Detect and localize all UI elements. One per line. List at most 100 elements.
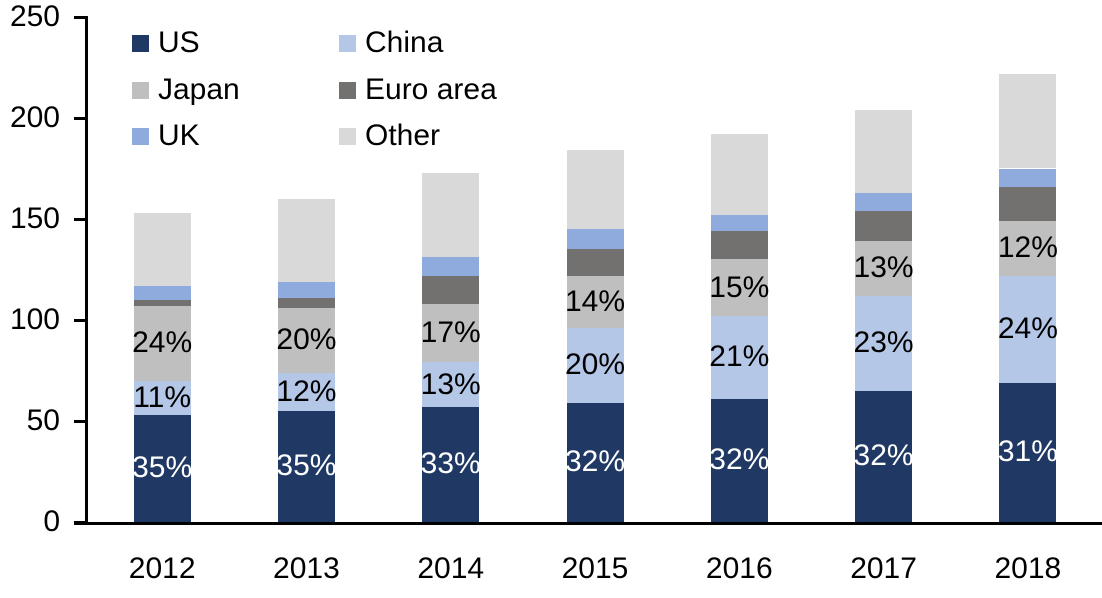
bar-segment-euro-area-2018 — [999, 186, 1057, 221]
bar-segment-china-2018 — [999, 275, 1057, 383]
legend-item-us: US — [132, 23, 200, 63]
legend-swatch-china — [339, 34, 356, 52]
x-axis-label-2017: 2017 — [850, 552, 917, 585]
bar-segment-japan-2016 — [710, 259, 768, 316]
bar-label-japan-2014: 17% — [420, 316, 481, 350]
bar-label-us-2013: 35% — [276, 449, 337, 483]
bar-segment-us-2012 — [133, 414, 191, 522]
x-axis-label-2016: 2016 — [705, 552, 773, 585]
legend-item-other: Other — [339, 116, 440, 156]
y-axis-tick-label-50: 50 — [26, 404, 60, 437]
bar-label-us-2018: 31% — [997, 435, 1058, 469]
bar-label-china-2012: 11% — [133, 380, 192, 414]
bar-segment-us-2013 — [277, 410, 335, 522]
legend-label-us: US — [158, 26, 200, 59]
bar-segment-uk-2016 — [710, 214, 768, 232]
bar-label-us-2017: 32% — [853, 439, 914, 473]
legend-swatch-uk — [132, 127, 149, 145]
bar-segment-uk-2013 — [277, 281, 335, 298]
legend-item-uk: UK — [132, 116, 200, 156]
legend-label-other: Other — [365, 119, 441, 152]
y-axis-tick-200 — [74, 117, 88, 120]
bar-segment-other-2013 — [277, 198, 335, 282]
bar-label-japan-2015: 14% — [564, 284, 626, 318]
bar-segment-euro-area-2017 — [855, 210, 913, 242]
x-axis-label-2014: 2014 — [417, 552, 485, 585]
bar-label-china-2017: 23% — [853, 326, 914, 360]
bar-label-china-2018: 24% — [997, 312, 1058, 346]
y-axis-tick-50 — [74, 420, 88, 423]
legend-label-japan: Japan — [158, 73, 240, 106]
legend-item-euro-area: Euro area — [339, 70, 497, 110]
bar-segment-other-2018 — [999, 73, 1057, 169]
x-axis-label-2015: 2015 — [561, 552, 629, 585]
bar-label-china-2016: 21% — [709, 340, 770, 374]
bar-segment-japan-2013 — [277, 307, 335, 373]
bar-segment-other-2014 — [422, 172, 480, 258]
bar-segment-us-2014 — [422, 406, 480, 522]
bar-segment-euro-area-2013 — [277, 297, 335, 308]
legend-swatch-other — [339, 127, 356, 145]
bar-label-japan-2016: 15% — [709, 270, 770, 304]
bar-segment-us-2017 — [855, 390, 913, 522]
y-axis-tick-label-150: 150 — [9, 202, 60, 235]
bar-segment-japan-2017 — [855, 241, 913, 296]
bar-label-us-2015: 32% — [564, 445, 626, 479]
bar-segment-us-2016 — [710, 398, 768, 522]
legend-item-china: China — [339, 23, 443, 63]
bar-segment-uk-2017 — [855, 192, 913, 211]
bar-label-us-2016: 32% — [709, 443, 770, 477]
x-axis-label-2012: 2012 — [128, 552, 196, 585]
y-axis-tick-label-0: 0 — [43, 505, 60, 538]
bar-segment-japan-2018 — [999, 221, 1057, 276]
bar-segment-china-2016 — [710, 315, 768, 399]
bar-segment-japan-2015 — [566, 275, 624, 329]
x-axis-line — [74, 522, 1102, 525]
y-axis-tick-100 — [74, 319, 88, 322]
legend-item-japan: Japan — [132, 70, 240, 110]
bar-segment-japan-2012 — [133, 305, 191, 381]
bar-segment-us-2018 — [999, 382, 1057, 522]
legend-swatch-euro-area — [339, 81, 356, 99]
bar-label-us-2012: 35% — [132, 451, 193, 485]
bar-segment-uk-2014 — [422, 257, 480, 276]
y-axis-tick-label-250: 250 — [9, 0, 60, 33]
bar-segment-euro-area-2012 — [133, 299, 191, 306]
y-axis-tick-label-100: 100 — [9, 303, 60, 336]
bar-segment-euro-area-2016 — [710, 231, 768, 260]
bar-segment-euro-area-2014 — [422, 275, 480, 304]
bar-segment-uk-2018 — [999, 168, 1057, 187]
bar-label-japan-2013: 20% — [276, 323, 337, 357]
bar-segment-uk-2015 — [566, 229, 624, 250]
bar-label-china-2013: 12% — [276, 374, 337, 408]
bar-segment-other-2016 — [710, 134, 768, 215]
y-axis-tick-0 — [74, 521, 88, 524]
legend-swatch-japan — [132, 81, 149, 99]
legend-label-euro-area: Euro area — [365, 73, 497, 106]
bar-segment-other-2012 — [133, 212, 191, 286]
x-axis-label-2018: 2018 — [994, 552, 1062, 585]
y-axis-tick-250 — [74, 16, 88, 19]
bar-label-china-2015: 20% — [564, 348, 626, 382]
bar-label-japan-2012: 24% — [132, 326, 193, 360]
bar-segment-china-2017 — [855, 295, 913, 391]
legend-label-china: China — [365, 26, 444, 59]
bar-label-japan-2018: 12% — [997, 231, 1058, 265]
bar-label-japan-2017: 13% — [853, 251, 914, 285]
y-axis-tick-150 — [74, 218, 88, 221]
bar-segment-us-2015 — [566, 402, 624, 522]
bar-segment-china-2012 — [133, 380, 191, 415]
bar-label-us-2014: 33% — [420, 447, 481, 481]
y-axis-line — [85, 17, 88, 525]
bar-segment-china-2015 — [566, 328, 624, 403]
y-axis-tick-label-200: 200 — [9, 101, 60, 134]
legend-label-uk: UK — [158, 119, 200, 152]
bar-segment-china-2014 — [422, 362, 480, 407]
bar-segment-china-2013 — [277, 372, 335, 411]
bar-segment-euro-area-2015 — [566, 249, 624, 276]
legend-swatch-us — [132, 34, 149, 52]
bar-segment-uk-2012 — [133, 285, 191, 300]
x-axis-label-2013: 2013 — [273, 552, 340, 585]
bar-label-china-2014: 13% — [420, 367, 481, 401]
